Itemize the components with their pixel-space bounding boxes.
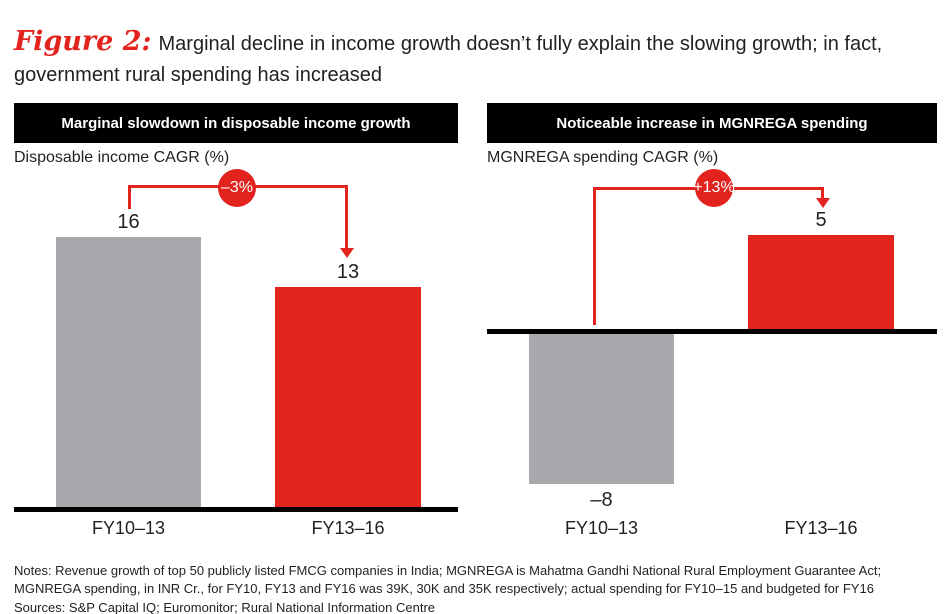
category-label: FY13–16 bbox=[311, 518, 385, 538]
connector-line bbox=[593, 187, 596, 325]
x-axis-line bbox=[14, 507, 458, 512]
bar-value-label: 13 bbox=[336, 261, 360, 283]
figure-title: Figure 2: Marginal decline in income grow… bbox=[14, 26, 934, 91]
bar-value-label: 5 bbox=[815, 209, 827, 231]
panel-title: Marginal slowdown in disposable income g… bbox=[61, 114, 411, 132]
notes-text: Notes: Revenue growth of top 50 publicly… bbox=[14, 563, 882, 596]
bar-chart-mgnrega-spending: +13% –8 5 FY10–13 FY13–16 bbox=[487, 165, 937, 550]
connector-line bbox=[345, 185, 348, 249]
category-label: FY13–16 bbox=[784, 518, 858, 538]
connector-line bbox=[128, 185, 131, 209]
panel-header-bar: Marginal slowdown in disposable income g… bbox=[14, 103, 458, 143]
bar-fy13-16 bbox=[275, 287, 421, 507]
panel-title: Noticeable increase in MGNREGA spending bbox=[556, 114, 868, 132]
category-label: FY10–13 bbox=[564, 518, 639, 538]
delta-value: –3% bbox=[220, 179, 254, 196]
arrow-down-icon bbox=[816, 198, 830, 208]
panel-header-bar: Noticeable increase in MGNREGA spending bbox=[487, 103, 937, 143]
delta-badge: –3% bbox=[218, 169, 256, 207]
bar-fy13-16 bbox=[748, 235, 894, 329]
delta-value: +13% bbox=[693, 179, 735, 196]
sources-text: Sources: S&P Capital IQ; Euromonitor; Ru… bbox=[14, 600, 436, 614]
y-axis-label: Disposable income CAGR (%) bbox=[14, 149, 230, 166]
panel-disposable-income-growth: Marginal slowdown in disposable income g… bbox=[14, 103, 458, 550]
bar-value-label: 16 bbox=[117, 211, 140, 233]
x-axis-line bbox=[487, 329, 937, 334]
panel-mgnrega-spending: Noticeable increase in MGNREGA spending … bbox=[487, 103, 937, 550]
connector-line bbox=[821, 187, 824, 199]
bar-chart-disposable-income: –3% 16 13 FY10–13 FY13–16 bbox=[14, 165, 458, 550]
bar-fy10-13 bbox=[56, 237, 201, 507]
figure-number-label: Figure 2: bbox=[14, 26, 152, 57]
delta-badge: +13% bbox=[693, 169, 735, 207]
y-axis-label: MGNREGA spending CAGR (%) bbox=[487, 149, 719, 166]
category-label: FY10–13 bbox=[91, 518, 166, 538]
bar-fy10-13 bbox=[529, 334, 674, 484]
bar-value-label: –8 bbox=[590, 489, 613, 511]
arrow-down-icon bbox=[340, 248, 354, 258]
figure-title-text: Marginal decline in income growth doesn’… bbox=[14, 33, 883, 86]
